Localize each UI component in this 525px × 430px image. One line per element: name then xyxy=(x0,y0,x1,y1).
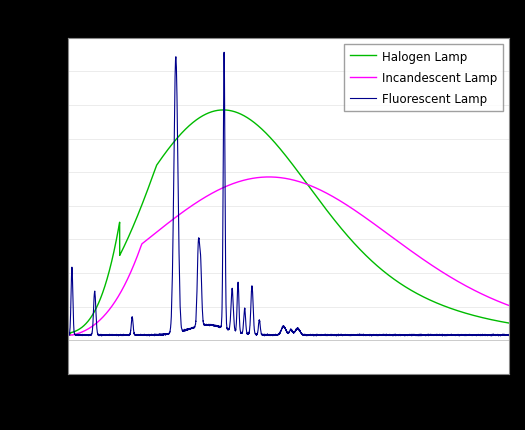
Halogen Lamp xyxy=(65,333,71,338)
Incandescent Lamp xyxy=(172,215,179,221)
Fluorescent Lamp xyxy=(333,334,340,339)
Incandescent Lamp xyxy=(232,181,238,186)
Line: Halogen Lamp: Halogen Lamp xyxy=(68,111,509,335)
Halogen Lamp xyxy=(170,141,176,146)
Halogen Lamp xyxy=(167,144,174,149)
Incandescent Lamp xyxy=(266,175,272,180)
Fluorescent Lamp xyxy=(232,326,238,331)
Halogen Lamp xyxy=(263,131,269,136)
Halogen Lamp xyxy=(506,321,512,326)
Incandescent Lamp xyxy=(263,175,269,180)
Halogen Lamp xyxy=(232,110,238,115)
Incandescent Lamp xyxy=(65,333,71,338)
X-axis label: Wavelength (nm): Wavelength (nm) xyxy=(221,399,356,413)
Halogen Lamp xyxy=(220,108,226,113)
Incandescent Lamp xyxy=(503,302,509,307)
Incandescent Lamp xyxy=(167,219,174,224)
Line: Fluorescent Lamp: Fluorescent Lamp xyxy=(68,53,509,336)
Incandescent Lamp xyxy=(170,217,176,222)
Legend: Halogen Lamp, Incandescent Lamp, Fluorescent Lamp: Halogen Lamp, Incandescent Lamp, Fluores… xyxy=(344,45,503,112)
Fluorescent Lamp xyxy=(263,332,269,338)
Fluorescent Lamp xyxy=(170,233,176,239)
Halogen Lamp xyxy=(502,320,509,326)
Title: Spectra of common Lamps: Spectra of common Lamps xyxy=(175,18,403,34)
Fluorescent Lamp xyxy=(167,323,174,329)
Fluorescent Lamp xyxy=(65,332,71,337)
Incandescent Lamp xyxy=(506,303,512,308)
Incandescent Lamp xyxy=(69,333,75,338)
Line: Incandescent Lamp: Incandescent Lamp xyxy=(68,178,509,335)
Y-axis label: Intensity (counts): Intensity (counts) xyxy=(8,146,23,267)
Fluorescent Lamp xyxy=(172,65,179,71)
Fluorescent Lamp xyxy=(221,51,227,56)
Fluorescent Lamp xyxy=(503,333,509,338)
Halogen Lamp xyxy=(172,138,179,144)
Fluorescent Lamp xyxy=(506,332,512,337)
